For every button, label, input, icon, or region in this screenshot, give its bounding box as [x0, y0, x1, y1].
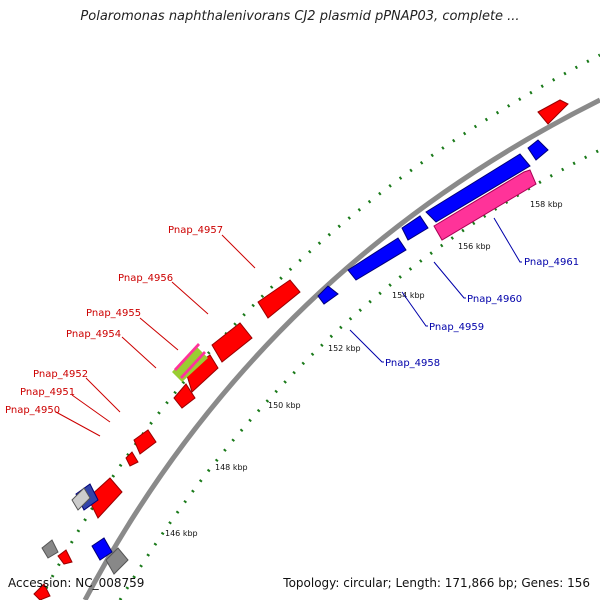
gray-genes — [41, 487, 129, 575]
tick-label: 148 kbp — [215, 463, 248, 472]
gene-forward[interactable] — [125, 451, 139, 467]
gene-reverse[interactable] — [347, 237, 407, 281]
gene-label-pnap-4954[interactable]: Pnap_4954 — [66, 329, 121, 340]
tick-label: 156 kbp — [458, 242, 491, 251]
gene-label-pnap-4951[interactable]: Pnap_4951 — [20, 387, 75, 398]
gene-label-pnap-4957[interactable]: Pnap_4957 — [168, 225, 223, 236]
reverse-labels — [349, 217, 522, 363]
gene-forward[interactable] — [33, 583, 51, 600]
tick-label: 154 kbp — [392, 291, 425, 300]
gene-forward[interactable] — [87, 477, 123, 519]
tick-label: 158 kbp — [530, 200, 563, 209]
tick-label: 150 kbp — [268, 401, 301, 410]
gene-forward[interactable] — [133, 429, 157, 455]
gene-label-pnap-4956[interactable]: Pnap_4956 — [118, 273, 173, 284]
backbone-circle — [82, 97, 600, 600]
gene-forward[interactable] — [537, 99, 569, 125]
tick-label: 146 kbp — [165, 529, 198, 538]
forward-labels — [55, 234, 256, 437]
gene-forward[interactable] — [257, 279, 301, 319]
gene-label-pnap-4952[interactable]: Pnap_4952 — [33, 369, 88, 380]
gene-label-pnap-4955[interactable]: Pnap_4955 — [86, 308, 141, 319]
gene-highlight[interactable] — [433, 169, 537, 241]
gene-gray[interactable] — [71, 487, 91, 511]
gene-reverse[interactable] — [317, 285, 339, 305]
forward-genes — [33, 99, 569, 600]
gene-reverse[interactable] — [401, 215, 429, 241]
gene-label-pnap-4958[interactable]: Pnap_4958 — [385, 358, 440, 369]
gene-label-pnap-4950[interactable]: Pnap_4950 — [5, 405, 60, 416]
gene-gray[interactable] — [41, 539, 59, 559]
topology-text: Topology: circular; Length: 171,866 bp; … — [283, 576, 590, 590]
gene-forward[interactable] — [211, 322, 253, 363]
gene-forward[interactable] — [57, 549, 73, 565]
gene-label-pnap-4959[interactable]: Pnap_4959 — [429, 322, 484, 333]
gene-forward[interactable] — [173, 383, 196, 409]
outer-tick-ring — [38, 53, 600, 600]
gene-gray[interactable] — [105, 547, 129, 575]
gene-reverse[interactable] — [91, 537, 113, 561]
gene-label-pnap-4960[interactable]: Pnap_4960 — [467, 294, 522, 305]
accession-text: Accession: NC_008759 — [8, 576, 145, 590]
gene-reverse[interactable] — [425, 153, 531, 223]
map-title: Polaromonas naphthalenivorans CJ2 plasmi… — [80, 9, 520, 24]
gene-reverse[interactable] — [527, 139, 549, 161]
gene-label-pnap-4961[interactable]: Pnap_4961 — [524, 257, 579, 268]
tick-label: 152 kbp — [328, 344, 361, 353]
gene-striped[interactable] — [172, 343, 208, 382]
